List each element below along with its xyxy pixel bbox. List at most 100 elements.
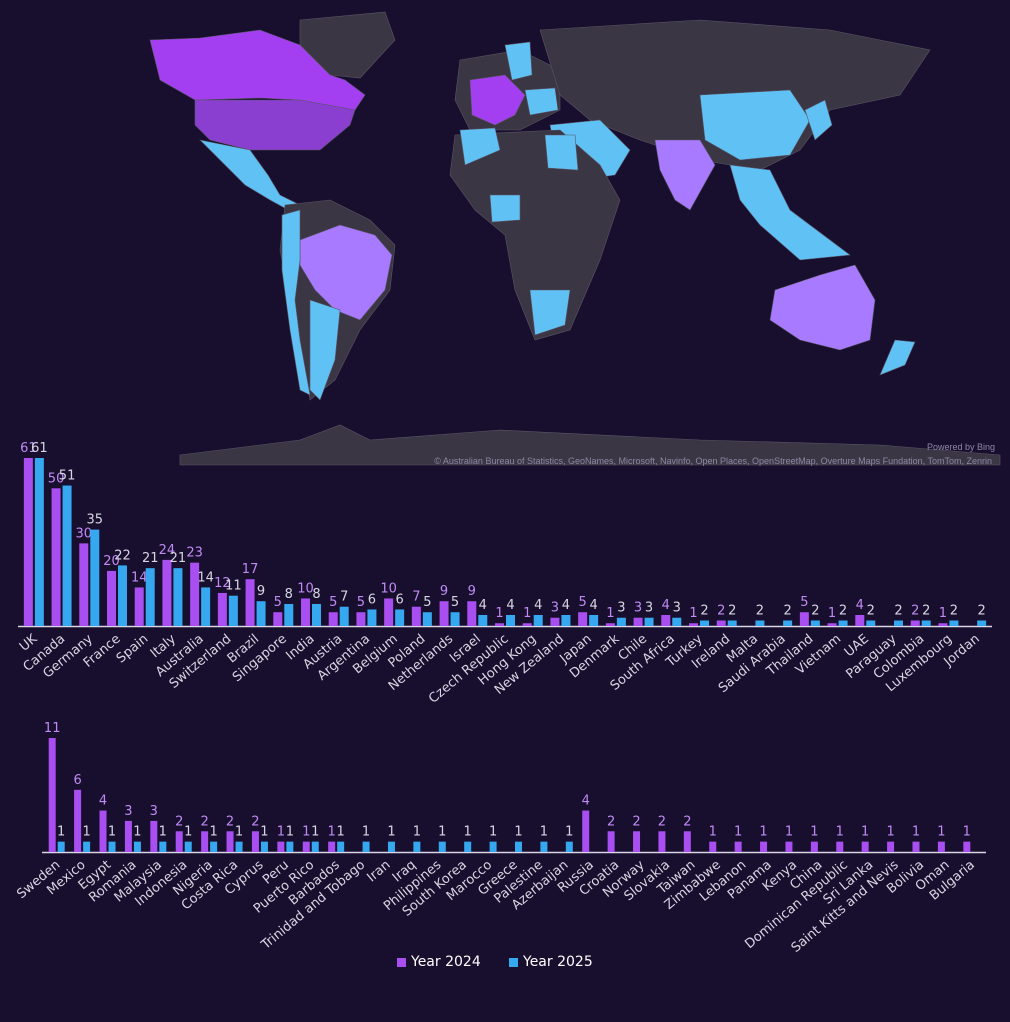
eastern-europe-region bbox=[524, 87, 559, 116]
data-label-2024: 4 bbox=[662, 598, 670, 613]
argentina-region bbox=[309, 299, 341, 401]
bar-2025 bbox=[589, 614, 599, 626]
bar-2024 bbox=[683, 831, 691, 852]
bar-2024 bbox=[716, 620, 726, 626]
bar-2024 bbox=[963, 841, 971, 852]
nigeria-region bbox=[489, 194, 521, 223]
data-label-2025: 2 bbox=[756, 603, 764, 618]
data-label-2025: 21 bbox=[170, 551, 187, 566]
bar-2024 bbox=[861, 841, 869, 852]
bar-2024 bbox=[245, 579, 255, 626]
bar-2024 bbox=[785, 841, 793, 852]
bar-2024 bbox=[912, 841, 920, 852]
bar-2024 bbox=[799, 612, 809, 626]
data-label-2024: 61 bbox=[20, 441, 37, 456]
data-label-2025: 21 bbox=[142, 551, 159, 566]
data-label-2025: 2 bbox=[839, 603, 847, 618]
data-label-2025: 2 bbox=[728, 603, 736, 618]
data-label-2025: 1 bbox=[235, 825, 243, 840]
data-label-2025: 2 bbox=[978, 603, 986, 618]
data-label-2025: 1 bbox=[438, 825, 446, 840]
bar-2024 bbox=[467, 601, 477, 626]
data-label-2025: 22 bbox=[114, 548, 131, 563]
data-label-2024: 2 bbox=[175, 814, 183, 829]
bar-2024 bbox=[99, 810, 107, 852]
data-label-2024: 3 bbox=[124, 804, 132, 819]
data-label-2025: 1 bbox=[184, 825, 192, 840]
data-label-2024: 9 bbox=[440, 584, 448, 599]
bar-2024 bbox=[201, 831, 209, 852]
legend-item-2025: Year 2025 bbox=[509, 954, 593, 970]
bar-2024 bbox=[578, 612, 588, 626]
bar-2025 bbox=[284, 603, 294, 626]
south-africa-region bbox=[529, 289, 571, 336]
bar-2025 bbox=[810, 620, 820, 626]
bar-2024 bbox=[810, 841, 818, 852]
data-label-2024: 1 bbox=[861, 825, 869, 840]
data-label-2025: 2 bbox=[784, 603, 792, 618]
data-label-2025: 4 bbox=[534, 598, 542, 613]
data-label-2025: 1 bbox=[413, 825, 421, 840]
data-label-2025: 5 bbox=[423, 595, 431, 610]
bar-2024 bbox=[328, 841, 336, 852]
data-label-2024: 12 bbox=[214, 576, 231, 591]
bar-2025 bbox=[727, 620, 737, 626]
western-europe-region bbox=[469, 74, 526, 126]
bar-2024 bbox=[855, 614, 865, 626]
bar-2024 bbox=[301, 598, 310, 626]
data-label-2025: 1 bbox=[540, 825, 548, 840]
bar-2024 bbox=[273, 612, 283, 626]
data-label-2024: 2 bbox=[226, 814, 234, 829]
data-label-2024: 1 bbox=[689, 606, 697, 621]
bar-2025 bbox=[515, 841, 522, 852]
bar-2025 bbox=[395, 609, 405, 626]
data-label-2025: 1 bbox=[286, 825, 294, 840]
data-label-2025: 4 bbox=[479, 598, 487, 613]
bar-2025 bbox=[422, 612, 432, 626]
data-label-2025: 7 bbox=[340, 590, 348, 605]
new-zealand-region bbox=[879, 339, 916, 376]
data-label-2024: 2 bbox=[251, 814, 259, 829]
data-label-2025: 1 bbox=[260, 825, 268, 840]
data-label-2024: 1 bbox=[828, 606, 836, 621]
data-label-2025: 3 bbox=[645, 601, 653, 616]
data-label-2024: 1 bbox=[734, 825, 742, 840]
brazil-region bbox=[299, 224, 393, 321]
data-label-2025: 1 bbox=[311, 825, 319, 840]
data-label-2024: 1 bbox=[523, 606, 531, 621]
world-map bbox=[149, 11, 1001, 466]
data-label-2024: 10 bbox=[297, 581, 314, 596]
x-tick-label: Spain bbox=[114, 632, 151, 667]
bar-2025 bbox=[201, 587, 211, 626]
legend-item-2024: Year 2024 bbox=[397, 954, 481, 970]
bar-2024 bbox=[582, 810, 590, 852]
bar-2025 bbox=[489, 841, 497, 852]
legend-label-2025: Year 2025 bbox=[523, 954, 593, 970]
bar-2025 bbox=[478, 614, 488, 626]
bar-2025 bbox=[159, 841, 167, 852]
bar-2024 bbox=[134, 587, 144, 626]
data-label-2025: 14 bbox=[197, 570, 214, 585]
data-label-2024: 4 bbox=[582, 794, 590, 809]
antarctica bbox=[179, 424, 1001, 466]
data-label-2025: 2 bbox=[700, 603, 708, 618]
bar-2024 bbox=[709, 841, 717, 852]
data-label-2025: 2 bbox=[867, 603, 875, 618]
data-label-2024: 11 bbox=[44, 721, 61, 736]
australia-region bbox=[769, 264, 876, 351]
bar-2025 bbox=[866, 620, 876, 626]
data-label-2025: 1 bbox=[82, 825, 90, 840]
north-africa-region bbox=[459, 127, 501, 166]
bar-2024 bbox=[226, 831, 234, 852]
bar-2025 bbox=[312, 603, 321, 626]
bar-2025 bbox=[540, 841, 548, 852]
data-label-2024: 1 bbox=[836, 825, 844, 840]
data-label-2024: 1 bbox=[495, 606, 503, 621]
bar-2024 bbox=[633, 617, 643, 626]
data-label-2024: 1 bbox=[963, 825, 971, 840]
bar-2025 bbox=[133, 841, 141, 852]
data-label-2024: 5 bbox=[800, 595, 808, 610]
data-label-2024: 2 bbox=[632, 814, 640, 829]
bar-2025 bbox=[921, 620, 931, 626]
